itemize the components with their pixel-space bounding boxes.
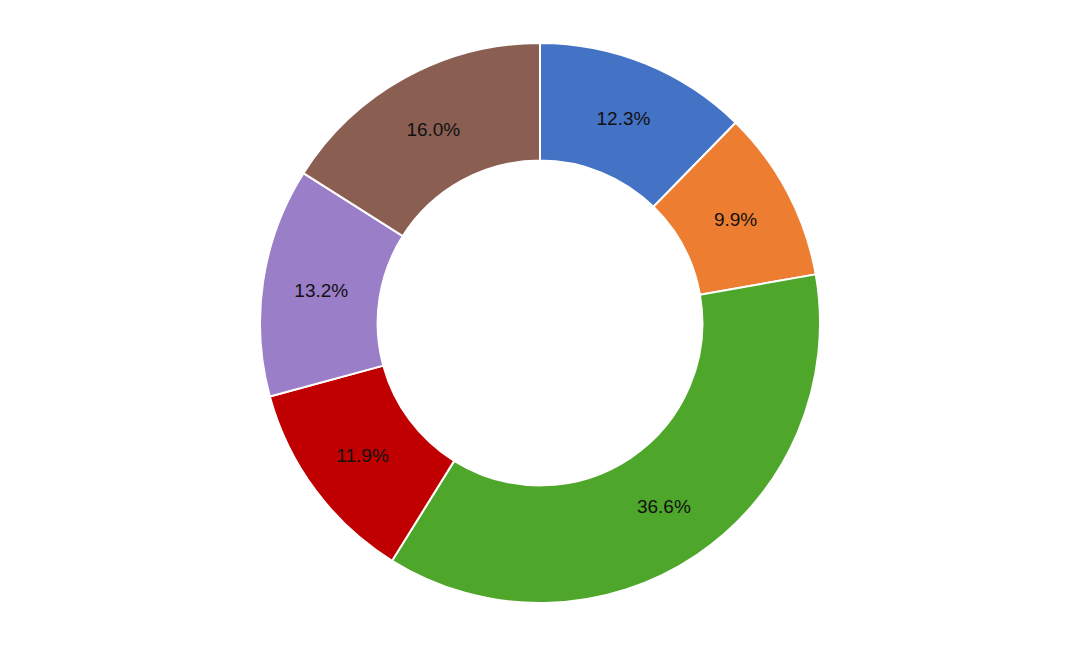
- slice: [392, 274, 820, 603]
- chart-svg: 12.3% 9.9% 36.6% 11.9% 13.2% 16.0%: [0, 0, 1080, 646]
- slice: [653, 123, 815, 295]
- data-label: 9.9%: [714, 209, 757, 230]
- data-label: 36.6%: [637, 496, 691, 517]
- data-label: 16.0%: [406, 119, 460, 140]
- data-label: 13.2%: [294, 280, 348, 301]
- data-labels: 12.3% 9.9% 36.6% 11.9% 13.2% 16.0%: [294, 108, 757, 517]
- chart-container: 12.3% 9.9% 36.6% 11.9% 13.2% 16.0%: [0, 0, 1080, 646]
- slices: [260, 43, 820, 603]
- slice: [303, 43, 540, 236]
- data-label: 11.9%: [336, 445, 389, 466]
- slice: [270, 366, 454, 561]
- data-label: 12.3%: [597, 108, 651, 129]
